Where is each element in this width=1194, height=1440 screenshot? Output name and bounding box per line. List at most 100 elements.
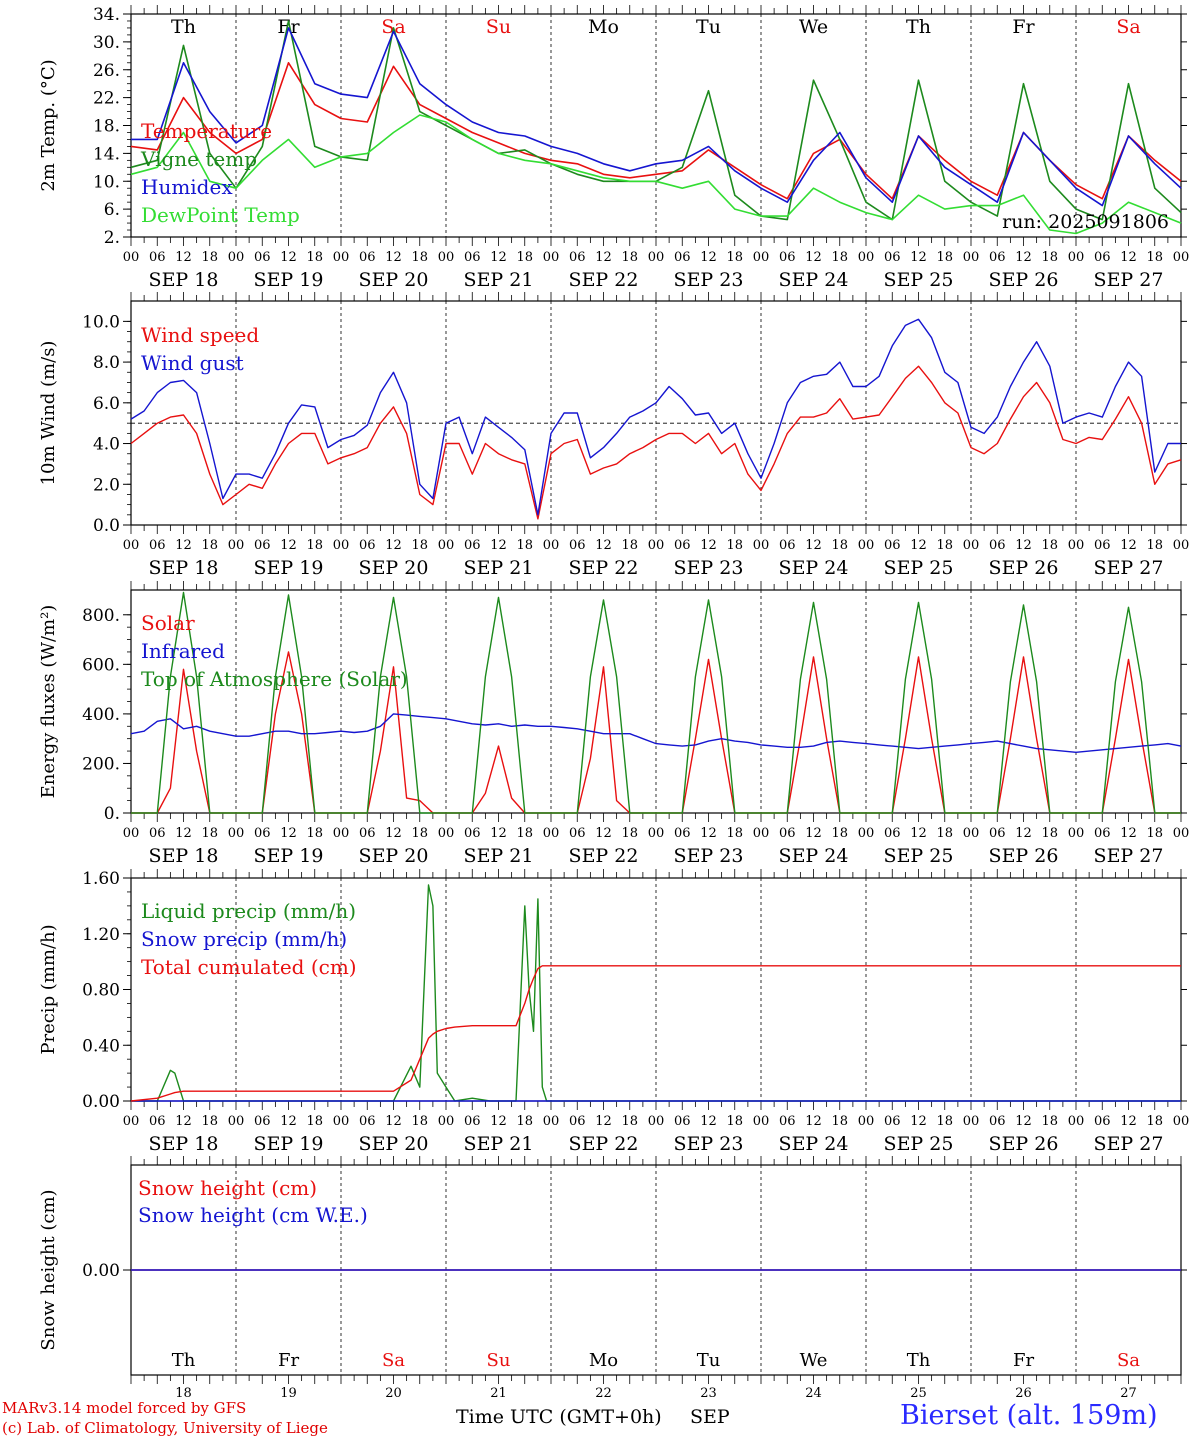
day-name: Sa [1116,16,1140,38]
hour-tick-label: 06 [674,826,691,841]
day-number: 21 [490,1386,507,1400]
date-label: SEP 24 [779,557,849,579]
hour-tick-label: 00 [333,538,350,553]
y-tick-label: 2.0 [93,475,120,495]
hour-tick-label: 12 [910,826,927,841]
hour-tick-label: 18 [726,826,743,841]
hour-tick-label: 18 [621,826,638,841]
station-name: Bierset (alt. 159m) [900,1400,1158,1431]
hour-tick-label: 00 [543,538,560,553]
hour-tick-label: 12 [700,1114,717,1129]
hour-tick-label: 06 [1094,1114,1111,1129]
date-label: SEP 25 [884,1133,954,1155]
hour-tick-label: 06 [989,1114,1006,1129]
hour-tick-label: 00 [123,826,140,841]
date-label: SEP 26 [989,269,1059,291]
hour-tick-label: 18 [621,538,638,553]
hour-tick-label: 12 [490,1114,507,1129]
y-tick-label: 800. [82,606,120,626]
hour-tick-label: 06 [569,1114,586,1129]
hour-tick-label: 12 [175,1114,192,1129]
hour-tick-label: 12 [1015,826,1032,841]
day-number: 18 [175,1386,192,1400]
hour-tick-label: 00 [648,250,665,265]
date-label: SEP 25 [884,845,954,867]
legend-entry: Infrared [141,639,225,663]
y-tick-label: 8.0 [93,353,120,373]
hour-tick-label: 00 [123,1114,140,1129]
hour-tick-label: 00 [123,538,140,553]
date-label: SEP 22 [569,269,639,291]
legend-entry: Wind speed [141,323,259,347]
y-tick-label: 4.0 [93,435,120,455]
hour-tick-label: 06 [884,250,901,265]
hour-tick-label: 00 [753,1114,770,1129]
date-label: SEP 25 [884,557,954,579]
hour-tick-label: 18 [306,1114,323,1129]
hour-tick-label: 00 [1173,250,1190,265]
y-tick-label: 1.60 [82,869,120,889]
hour-tick-label: 12 [805,1114,822,1129]
hour-tick-label: 00 [1068,1114,1085,1129]
date-label: SEP 19 [254,845,324,867]
date-label: SEP 18 [149,1133,219,1155]
hour-tick-label: 18 [306,538,323,553]
plot-frame [130,300,1182,526]
hour-tick-label: 06 [1094,538,1111,553]
hour-tick-label: 06 [359,1114,376,1129]
y-tick-label: 200. [82,754,120,774]
hour-tick-label: 06 [359,538,376,553]
hour-tick-label: 06 [989,538,1006,553]
hour-tick-label: 00 [228,826,245,841]
hour-tick-label: 18 [1146,826,1163,841]
hour-tick-label: 00 [438,1114,455,1129]
hour-tick-label: 12 [595,538,612,553]
y-tick-label: 30. [93,33,120,53]
hour-tick-label: 18 [201,538,218,553]
hour-tick-label: 06 [1094,250,1111,265]
hour-tick-label: 00 [1068,538,1085,553]
hour-tick-label: 00 [1068,250,1085,265]
credit-model: MARv3.14 model forced by GFS [2,1399,247,1417]
hour-tick-label: 12 [700,826,717,841]
hour-tick-label: 06 [149,538,166,553]
hour-tick-label: 12 [280,1114,297,1129]
hour-tick-label: 06 [674,1114,691,1129]
date-label: SEP 27 [1094,1133,1164,1155]
day-number: 27 [1120,1386,1137,1400]
hour-tick-label: 00 [1068,826,1085,841]
hour-tick-label: 00 [753,826,770,841]
hour-tick-label: 00 [648,826,665,841]
hour-tick-label: 18 [726,1114,743,1129]
hour-tick-label: 18 [411,250,428,265]
hour-tick-label: 06 [569,826,586,841]
hour-tick-label: 06 [464,538,481,553]
hour-tick-label: 12 [385,826,402,841]
hour-tick-label: 18 [1146,1114,1163,1129]
y-tick-label: 2. [104,228,120,248]
hour-tick-label: 00 [228,250,245,265]
series-line-humidex [131,27,1182,207]
hour-tick-label: 06 [779,826,796,841]
hour-tick-label: 00 [963,538,980,553]
hour-tick-label: 00 [858,1114,875,1129]
hour-tick-label: 12 [175,538,192,553]
series-line-top-of-atmosphere-solar- [131,591,1181,814]
day-name: Th [906,16,931,38]
hour-tick-label: 00 [648,1114,665,1129]
date-label: SEP 23 [674,269,744,291]
hour-tick-label: 12 [1120,1114,1137,1129]
y-axis-label: Energy fluxes (W/m²) [38,605,59,799]
y-tick-label: 6.0 [93,394,120,414]
hour-tick-label: 12 [385,1114,402,1129]
hour-tick-label: 06 [149,826,166,841]
day-name: Th [907,1350,931,1371]
date-label: SEP 24 [779,1133,849,1155]
hour-tick-label: 00 [543,250,560,265]
hour-tick-label: 12 [280,826,297,841]
hour-tick-label: 00 [963,826,980,841]
day-name: Su [486,16,511,38]
hour-tick-label: 06 [884,538,901,553]
hour-tick-label: 06 [779,1114,796,1129]
hour-tick-label: 12 [490,250,507,265]
